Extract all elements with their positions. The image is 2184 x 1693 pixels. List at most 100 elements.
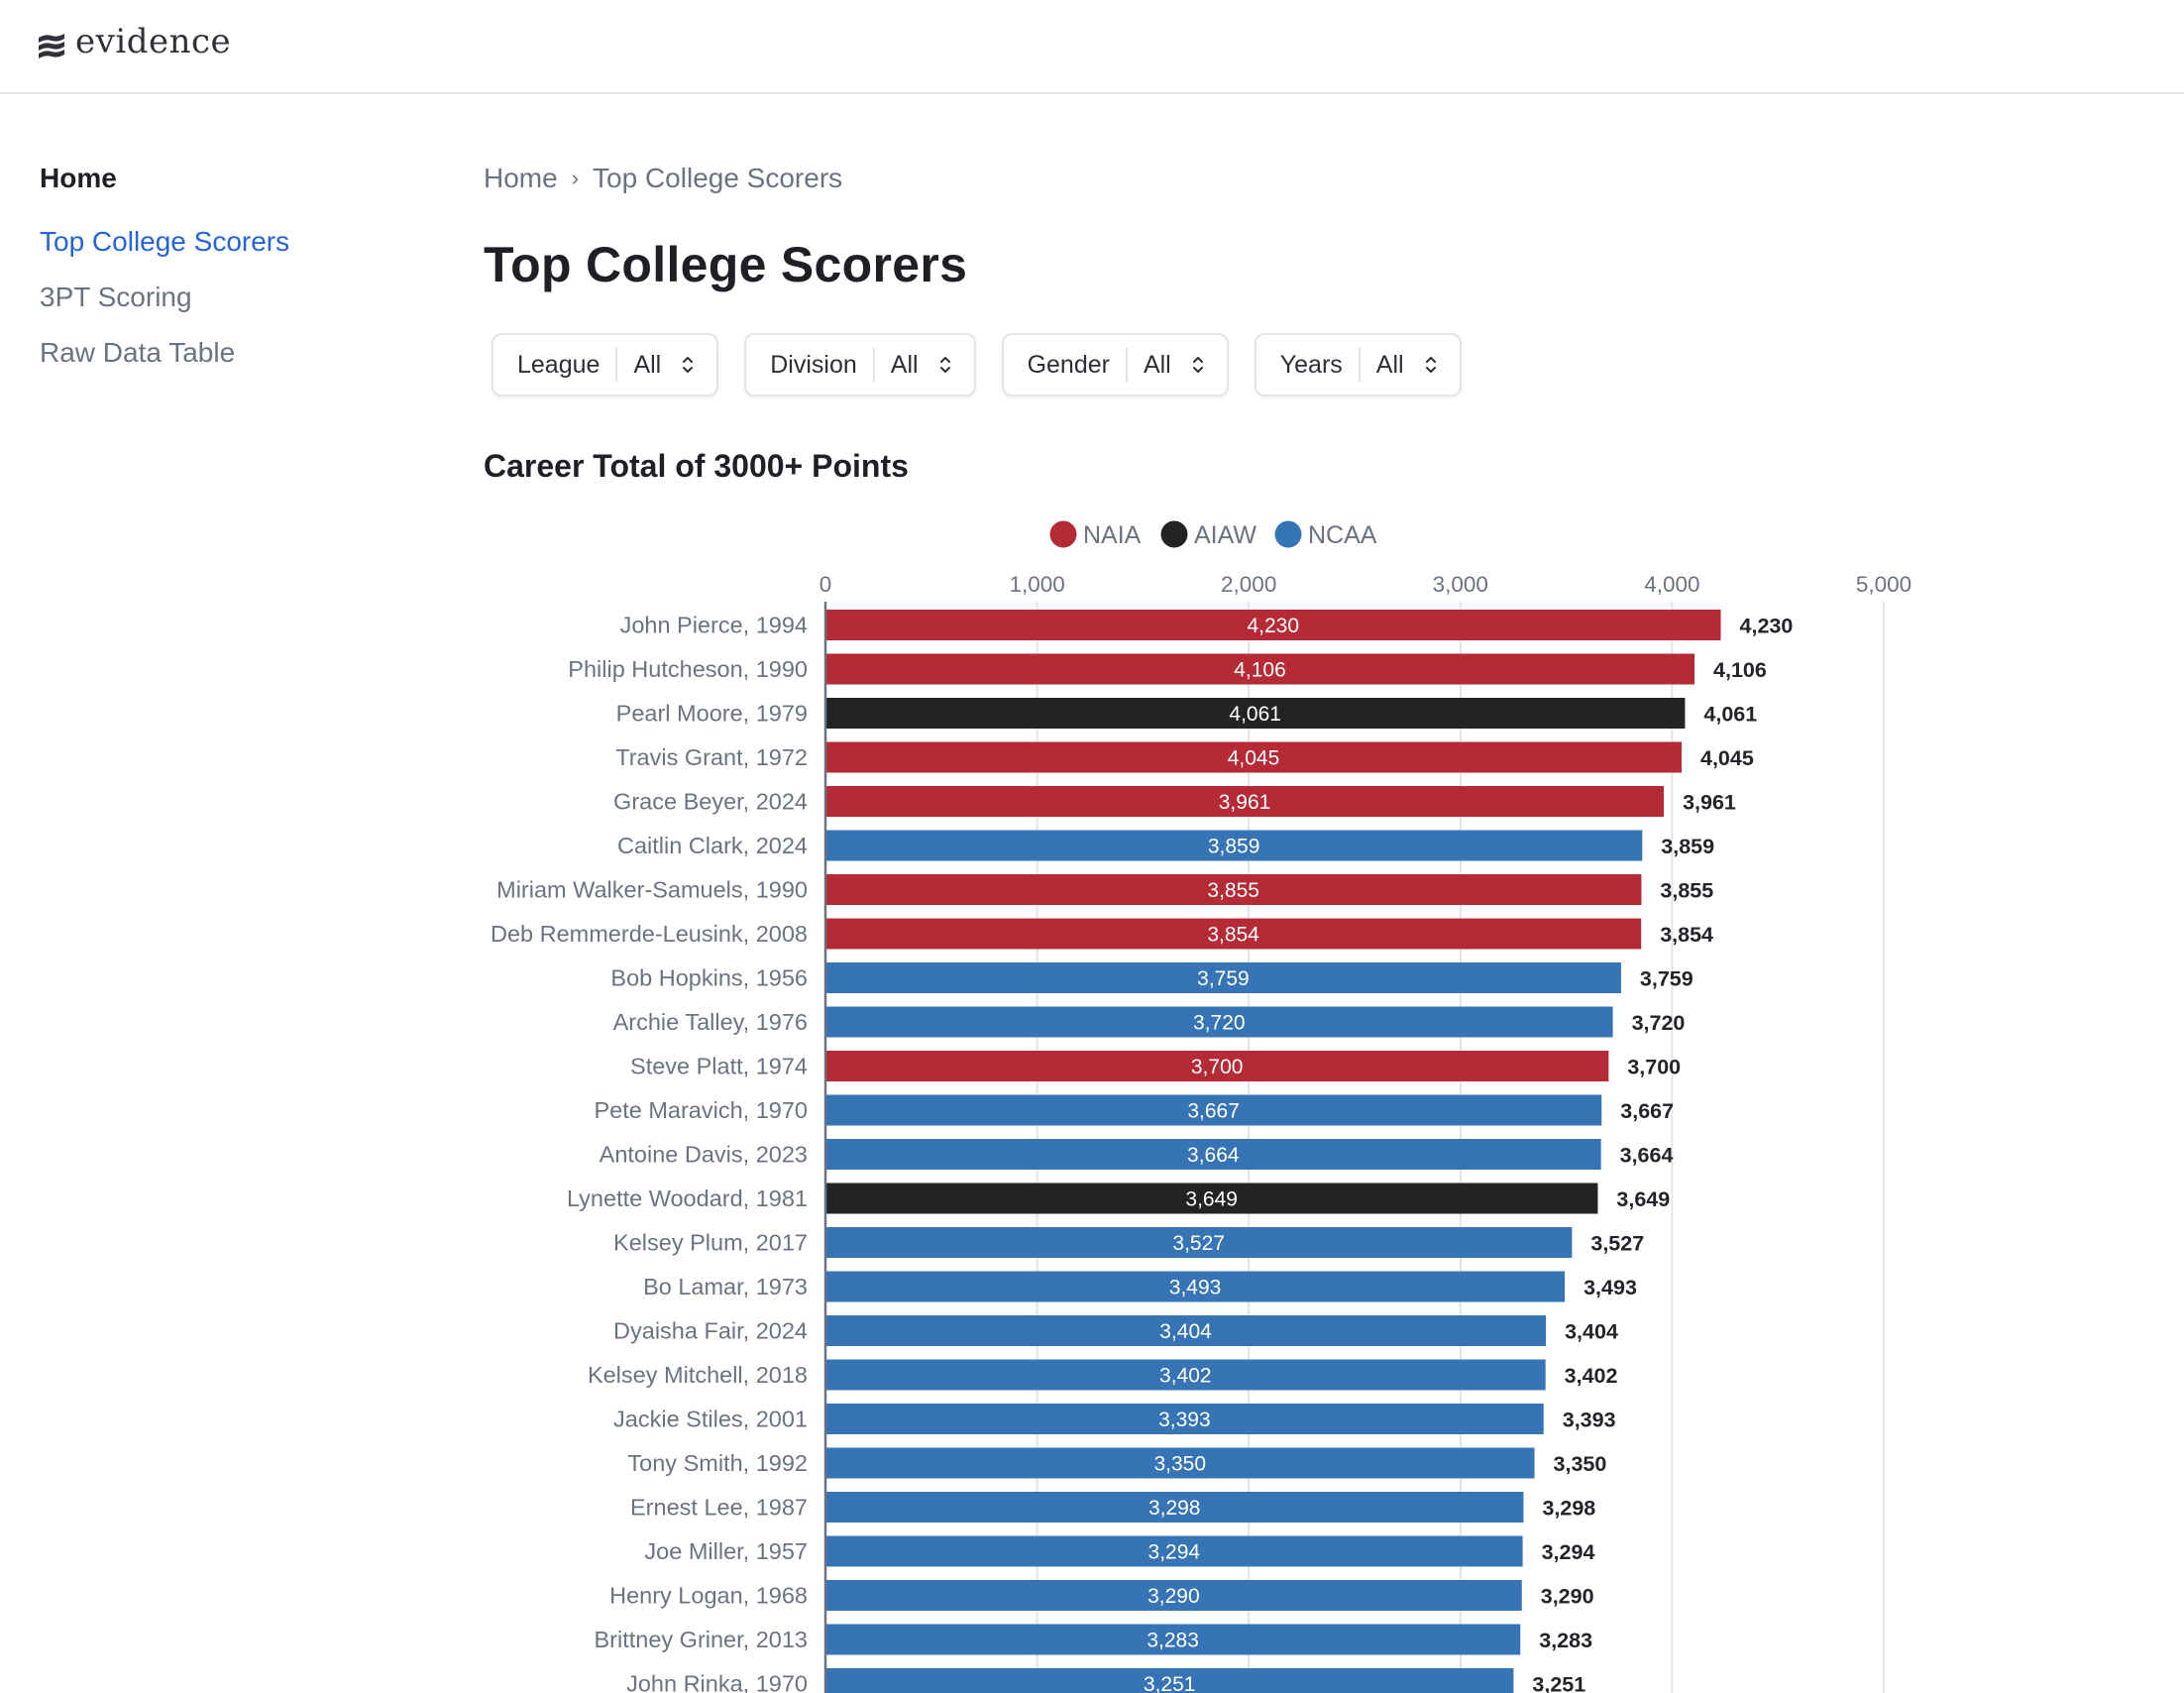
bar-ncaa bbox=[825, 1668, 1514, 1693]
filter-label: Years bbox=[1279, 350, 1343, 379]
bar-value-label: 3,527 bbox=[1590, 1232, 1644, 1256]
bar-ncaa bbox=[825, 962, 1621, 993]
filter-value: All bbox=[633, 350, 662, 379]
y-tick-label: Travis Grant, 1972 bbox=[615, 744, 808, 770]
bar-naia bbox=[825, 610, 1721, 640]
bar-aiaw bbox=[825, 1183, 1598, 1214]
y-tick-label: Brittney Griner, 2013 bbox=[594, 1627, 808, 1652]
breadcrumb-current[interactable]: Top College Scorers bbox=[593, 163, 843, 193]
y-tick-label: Jackie Stiles, 2001 bbox=[613, 1407, 808, 1432]
sidebar-item-3pt-scoring[interactable]: 3PT Scoring bbox=[40, 282, 192, 312]
bar-inner-label: 3,649 bbox=[1185, 1188, 1238, 1211]
y-tick-label: Pearl Moore, 1979 bbox=[616, 701, 808, 727]
y-tick-label: Deb Remmerde-Leusink, 2008 bbox=[491, 921, 808, 947]
bar-value-label: 3,700 bbox=[1627, 1056, 1681, 1079]
bar-value-label: 3,294 bbox=[1542, 1540, 1595, 1564]
y-tick-label: Lynette Woodard, 1981 bbox=[567, 1185, 808, 1211]
y-tick-label: Bo Lamar, 1973 bbox=[643, 1274, 808, 1299]
legend-marker-aiaw[interactable] bbox=[1160, 520, 1188, 548]
bar-value-label: 3,404 bbox=[1565, 1320, 1618, 1344]
legend-marker-naia[interactable] bbox=[1049, 520, 1077, 548]
bar-ncaa bbox=[825, 830, 1643, 861]
bar-value-label: 3,393 bbox=[1563, 1409, 1616, 1432]
legend-label-naia[interactable]: NAIA bbox=[1083, 521, 1142, 549]
bar-inner-label: 3,700 bbox=[1191, 1056, 1244, 1078]
bar-chart: NAIA AIAW NCAA 0 1,000 2,000 3,000 4,000 5,000 Jo… bbox=[491, 520, 1911, 1693]
gender-filter-dropdown[interactable]: Gender All bbox=[1001, 333, 1229, 396]
y-tick-label: John Pierce, 1994 bbox=[620, 613, 808, 638]
bar-value-label: 4,061 bbox=[1703, 703, 1757, 727]
y-tick-label: John Rinka, 1970 bbox=[626, 1671, 808, 1693]
top-bar: evidence bbox=[0, 0, 2184, 94]
filter-divider bbox=[1358, 348, 1361, 382]
bar-inner-label: 3,298 bbox=[1148, 1497, 1201, 1520]
x-tick-label: 5,000 bbox=[1856, 572, 1911, 597]
logo[interactable]: evidence bbox=[38, 22, 231, 61]
sidebar-nav: Home Top College Scorers 3PT Scoring Raw… bbox=[40, 159, 416, 373]
y-tick-label: Caitlin Clark, 2024 bbox=[617, 833, 808, 858]
breadcrumb-chevron-icon: › bbox=[571, 166, 580, 190]
breadcrumb-home[interactable]: Home bbox=[484, 163, 558, 193]
bar-inner-label: 3,759 bbox=[1197, 967, 1250, 990]
bar-value-label: 3,961 bbox=[1683, 791, 1736, 815]
x-tick-label: 1,000 bbox=[1009, 572, 1064, 597]
y-tick-label: Steve Platt, 1974 bbox=[630, 1054, 808, 1079]
legend-label-aiaw[interactable]: AIAW bbox=[1194, 521, 1256, 549]
sidebar-item-top-college-scorers[interactable]: Top College Scorers bbox=[40, 226, 290, 257]
bar-inner-label: 3,667 bbox=[1187, 1100, 1240, 1123]
league-filter-dropdown[interactable]: League All bbox=[491, 333, 719, 396]
y-tick-label: Archie Talley, 1976 bbox=[613, 1009, 808, 1035]
y-tick-label: Tony Smith, 1992 bbox=[627, 1450, 808, 1476]
filter-label: League bbox=[517, 350, 601, 379]
y-tick-label: Philip Hutcheson, 1990 bbox=[568, 656, 808, 682]
logo-text: evidence bbox=[75, 22, 232, 61]
y-tick-label: Dyaisha Fair, 2024 bbox=[613, 1318, 808, 1344]
bar-ncaa bbox=[825, 1404, 1544, 1434]
evidence-logo-icon bbox=[39, 34, 64, 58]
bar-inner-label: 3,393 bbox=[1158, 1409, 1211, 1431]
sidebar-item-raw-data-table[interactable]: Raw Data Table bbox=[40, 337, 236, 368]
breadcrumb: Home › Top College Scorers bbox=[484, 159, 842, 198]
y-tick-label: Grace Beyer, 2024 bbox=[613, 789, 808, 815]
bar-value-label: 3,290 bbox=[1541, 1585, 1594, 1609]
bar-naia bbox=[825, 786, 1665, 817]
legend-marker-ncaa[interactable] bbox=[1274, 520, 1302, 548]
chevron-up-down-icon bbox=[683, 357, 694, 373]
bar-ncaa bbox=[825, 1624, 1521, 1655]
filter-divider bbox=[1125, 348, 1128, 382]
bar-value-label: 3,855 bbox=[1660, 879, 1713, 903]
legend-label-ncaa[interactable]: NCAA bbox=[1308, 521, 1377, 549]
bar-inner-label: 3,350 bbox=[1153, 1453, 1206, 1476]
bar-inner-label: 3,855 bbox=[1207, 879, 1259, 902]
bar-value-label: 3,402 bbox=[1565, 1364, 1618, 1388]
y-tick-label: Kelsey Mitchell, 2018 bbox=[588, 1362, 808, 1388]
bar-inner-label: 3,720 bbox=[1193, 1012, 1246, 1035]
bar-inner-label: 3,961 bbox=[1219, 791, 1271, 814]
y-tick-label: Henry Logan, 1968 bbox=[609, 1583, 808, 1609]
bar-ncaa bbox=[825, 1492, 1524, 1523]
chevron-up-down-icon bbox=[1192, 357, 1203, 373]
bar-naia bbox=[825, 874, 1642, 905]
years-filter-dropdown[interactable]: Years All bbox=[1254, 333, 1462, 396]
x-tick-label: 0 bbox=[819, 572, 832, 597]
bar-inner-label: 3,854 bbox=[1207, 924, 1259, 947]
x-tick-label: 2,000 bbox=[1221, 572, 1276, 597]
bar-value-label: 3,759 bbox=[1640, 967, 1693, 991]
bar-ncaa bbox=[825, 1227, 1573, 1258]
division-filter-dropdown[interactable]: Division All bbox=[744, 333, 976, 396]
bar-value-label: 3,251 bbox=[1532, 1673, 1585, 1693]
sidebar-item-home[interactable]: Home bbox=[40, 163, 117, 193]
bar-ncaa bbox=[825, 1580, 1522, 1611]
bar-value-label: 3,859 bbox=[1661, 835, 1714, 858]
bar-value-label: 3,283 bbox=[1539, 1629, 1592, 1652]
x-tick-label: 4,000 bbox=[1644, 572, 1699, 597]
bar-inner-label: 3,283 bbox=[1147, 1630, 1199, 1652]
bar-inner-label: 4,106 bbox=[1234, 659, 1286, 682]
bar-value-label: 4,045 bbox=[1700, 746, 1754, 770]
bar-naia bbox=[825, 1051, 1609, 1081]
bar-ncaa bbox=[825, 1271, 1566, 1302]
y-tick-label: Kelsey Plum, 2017 bbox=[613, 1230, 808, 1256]
bar-value-label: 4,106 bbox=[1713, 658, 1767, 682]
bar-inner-label: 3,527 bbox=[1172, 1232, 1225, 1255]
filter-value: All bbox=[890, 350, 919, 379]
